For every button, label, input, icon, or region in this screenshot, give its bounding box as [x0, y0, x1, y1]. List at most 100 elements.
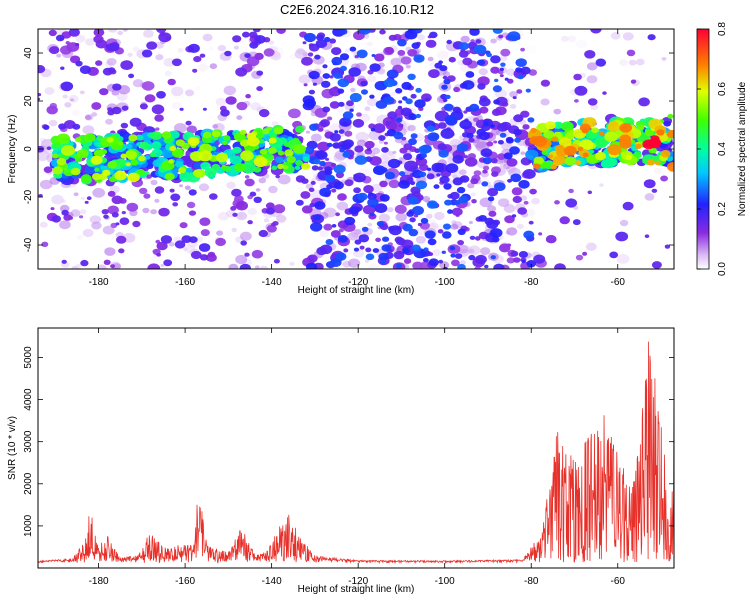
- spectrogram-cell: [506, 158, 518, 167]
- spectrogram-cell: [199, 217, 211, 226]
- spectrogram-cell: [268, 137, 277, 144]
- spectrogram-cell: [411, 244, 421, 252]
- spectrogram-cell: [622, 201, 634, 211]
- spectrogram-cell: [520, 151, 526, 155]
- spectrogram-x-label: Height of straight line (km): [298, 285, 415, 296]
- spectrogram-cell: [91, 112, 98, 117]
- spectrogram-cell: [554, 200, 560, 205]
- spectrogram-cell: [187, 43, 200, 54]
- spectrogram-cell: [379, 194, 390, 202]
- spectrogram-cell: [498, 34, 504, 39]
- spectrogram-cell: [366, 41, 373, 47]
- spectrogram-cell: [273, 127, 284, 135]
- spectrogram-cell: [408, 113, 418, 121]
- chart-title: C2E6.2024.316.16.10.R12: [280, 2, 434, 17]
- spectrogram-cell: [559, 216, 570, 225]
- spectrogram-cell: [388, 34, 397, 41]
- spectrogram-cell: [156, 91, 166, 99]
- spectrogram-cell: [198, 243, 211, 252]
- spectrogram-cell: [212, 124, 219, 129]
- spectrogram-cell: [574, 160, 582, 166]
- spectrogram-cell: [490, 55, 501, 64]
- spectrogram-cell: [653, 167, 662, 174]
- spectrogram-cell: [607, 144, 622, 156]
- spectrogram-cell: [51, 215, 61, 223]
- spectrogram-cell: [128, 134, 138, 142]
- spectrogram-cell: [512, 96, 517, 100]
- spectrogram-cell: [407, 49, 418, 57]
- spectrogram-cell: [426, 213, 433, 219]
- spectrogram-cell: [466, 132, 474, 139]
- spectrogram-cell: [273, 258, 280, 264]
- spectrogram-cell: [616, 254, 630, 264]
- spectrogram-cell: [418, 145, 430, 155]
- spectrogram-cell: [164, 70, 172, 77]
- spectrogram-cell: [259, 148, 268, 155]
- spectrogram-cell: [163, 58, 175, 67]
- spectrogram-cell: [520, 47, 525, 52]
- spectrogram-cell: [482, 169, 488, 174]
- spectrogram-cell: [543, 130, 555, 139]
- spectrogram-cell: [331, 47, 342, 56]
- spectrogram-cell: [303, 83, 308, 87]
- spectrogram-cell: [128, 73, 135, 79]
- spectrogram-cell: [493, 263, 505, 269]
- spectrogram-cell: [355, 131, 369, 143]
- spectrogram-cell: [181, 235, 192, 244]
- spectrogram-cell: [277, 174, 291, 185]
- x-tick-label: -120: [348, 277, 368, 288]
- spectrogram-cell: [415, 113, 421, 119]
- spectrogram-cell: [424, 97, 430, 102]
- spectrogram-cell: [415, 235, 426, 244]
- spectrogram-cell: [586, 75, 598, 84]
- spectrogram-cell: [202, 131, 212, 139]
- spectrogram-cell: [325, 239, 334, 245]
- spectrogram-cell: [339, 148, 345, 153]
- snr-y-label: SNR (10 * v/v): [7, 416, 18, 480]
- spectrogram-cell: [52, 166, 63, 175]
- spectrogram-cell: [400, 107, 412, 117]
- spectrogram-cell: [414, 121, 424, 128]
- spectrogram-cell: [325, 157, 330, 161]
- spectrogram-cell: [365, 253, 375, 261]
- spectrogram-cell: [383, 141, 388, 145]
- spectrogram-cell: [329, 38, 337, 44]
- spectrogram-cell: [573, 205, 579, 210]
- spectrogram-cell: [170, 193, 181, 202]
- spectrogram-cell: [305, 130, 310, 134]
- spectrogram-cell: [200, 162, 211, 170]
- spectrogram-cell: [378, 135, 386, 141]
- spectrogram-cell: [407, 124, 416, 132]
- spectrogram-cell: [235, 200, 248, 211]
- spectrogram-cell: [308, 89, 315, 95]
- spectrogram-cell: [479, 106, 489, 114]
- spectrogram-cell: [172, 148, 185, 158]
- spectrogram-cell: [361, 226, 369, 232]
- spectrogram-cell: [465, 71, 475, 78]
- spectrogram-cell: [522, 169, 536, 179]
- spectrogram-cell: [460, 35, 470, 43]
- spectrogram-cell: [253, 156, 268, 167]
- spectrogram-cell: [507, 31, 521, 42]
- spectrogram-cell: [525, 45, 536, 54]
- spectrogram-cell: [122, 29, 128, 32]
- spectrogram-cell: [236, 101, 248, 111]
- spectrogram-cell: [249, 31, 258, 38]
- spectrogram-cell: [95, 60, 103, 66]
- spectrogram-cell: [444, 94, 451, 100]
- spectrogram-cell: [117, 30, 124, 36]
- spectrogram-cell: [233, 45, 239, 50]
- colorbar: 0.0 0.2 0.4 0.6 0.8 Normalized spectral ampl…: [696, 22, 748, 276]
- spectrogram-cell: [491, 108, 502, 116]
- spectrogram-cell: [460, 260, 466, 265]
- spectrogram-cell: [146, 174, 153, 179]
- spectrogram-cell: [518, 179, 530, 189]
- spectrogram-cell: [493, 140, 498, 144]
- spectrogram-cell: [438, 60, 443, 64]
- spectrogram-cell: [561, 35, 569, 42]
- spectrogram-cell: [39, 221, 48, 228]
- spectrogram-cell: [423, 258, 429, 263]
- spectrogram-cell: [236, 115, 243, 120]
- spectrogram-cell: [84, 133, 96, 143]
- spectrogram-cell: [211, 88, 221, 96]
